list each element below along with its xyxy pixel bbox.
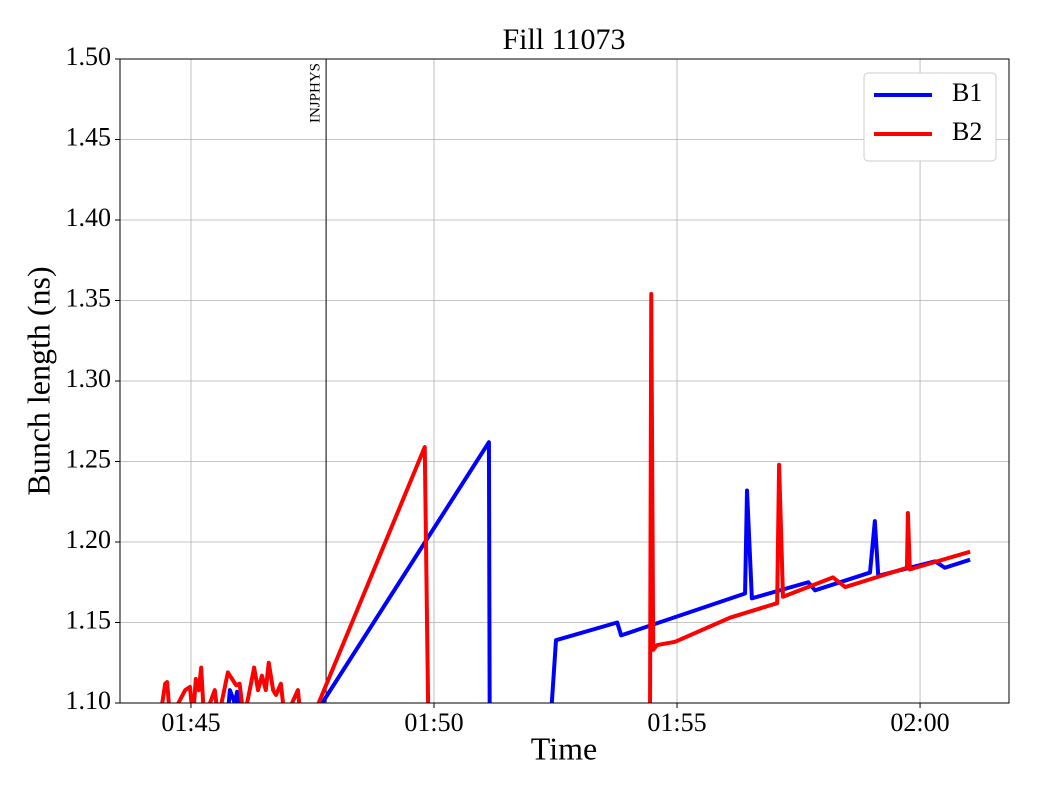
y-tick-label: 1.20 — [66, 525, 112, 554]
chart-title: Fill 11073 — [502, 23, 625, 56]
y-tick-label: 1.30 — [66, 364, 112, 393]
x-tick-label: 01:45 — [161, 708, 220, 737]
y-tick-label: 1.35 — [66, 283, 112, 312]
annotation-label: INJPHYS — [308, 63, 324, 123]
x-tick-label: 02:00 — [890, 708, 949, 737]
data-line — [226, 440, 971, 703]
y-tick-label: 1.15 — [66, 605, 112, 634]
plot-area — [160, 292, 971, 703]
legend-label: B1 — [952, 78, 982, 107]
y-tick-label: 1.50 — [66, 42, 112, 71]
x-tick-label: 01:50 — [404, 708, 463, 737]
y-tick-label: 1.10 — [66, 686, 112, 715]
y-tick-label: 1.25 — [66, 444, 112, 473]
y-axis-label: Bunch length (ns) — [20, 266, 56, 495]
legend-label: B2 — [952, 117, 982, 146]
plot-frame — [119, 58, 1010, 704]
y-tick-label: 1.45 — [66, 122, 112, 151]
x-tick-label: 01:55 — [647, 708, 706, 737]
x-axis-label: Time — [531, 730, 597, 766]
data-line — [160, 292, 971, 703]
y-tick-label: 1.40 — [66, 203, 112, 232]
